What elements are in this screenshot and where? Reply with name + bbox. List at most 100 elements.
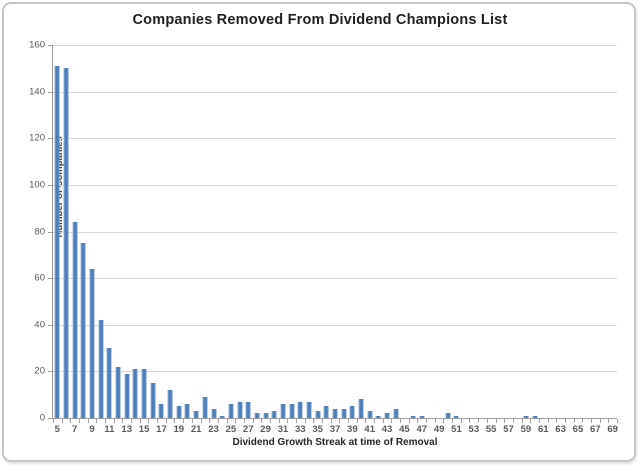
x-tick-mark — [53, 419, 54, 423]
bar-streak-29 — [263, 413, 269, 418]
bar-streak-12 — [115, 366, 121, 418]
x-tick-mark — [556, 419, 558, 423]
x-tick-label-33: 33 — [294, 424, 306, 435]
x-tick-mark — [304, 419, 306, 423]
x-tick-label-53: 53 — [468, 424, 480, 435]
x-tick-mark — [608, 419, 610, 423]
x-tick-mark — [504, 419, 506, 423]
x-tick-mark — [269, 419, 271, 423]
x-tick-mark — [79, 419, 81, 423]
bar-streak-14 — [132, 369, 138, 418]
x-tick-label-19: 19 — [173, 424, 185, 435]
x-tick-label-7: 7 — [72, 424, 78, 435]
bar-streak-37 — [332, 408, 338, 418]
bar-streak-30 — [271, 411, 277, 418]
bar-streak-21 — [193, 411, 199, 418]
x-tick-mark — [521, 419, 523, 423]
bar-streak-23 — [211, 408, 217, 418]
x-tick-mark — [443, 419, 445, 423]
gridline-y-20 — [53, 371, 617, 373]
x-tick-mark — [573, 419, 575, 423]
x-tick-label-43: 43 — [381, 424, 393, 435]
x-tick-mark — [478, 419, 480, 423]
bar-streak-20 — [184, 404, 190, 418]
bar-streak-5 — [54, 65, 60, 418]
x-tick-mark — [278, 419, 280, 423]
x-tick-label-55: 55 — [485, 424, 497, 435]
x-tick-mark — [460, 419, 462, 423]
x-tick-mark — [139, 419, 141, 423]
x-tick-mark — [495, 419, 497, 423]
x-tick-mark — [400, 419, 402, 423]
x-tick-mark — [157, 419, 159, 423]
x-tick-label-51: 51 — [451, 424, 462, 435]
x-tick-mark — [131, 419, 133, 423]
x-tick-mark — [70, 419, 72, 423]
bar-streak-44 — [393, 408, 399, 418]
y-tick-mark — [48, 278, 52, 280]
x-tick-mark — [374, 419, 376, 423]
x-axis-title: Dividend Growth Streak at time of Remova… — [232, 437, 438, 448]
x-tick-mark — [365, 419, 367, 423]
y-tick-mark — [48, 138, 52, 140]
x-tick-label-39: 39 — [347, 424, 358, 435]
x-tick-mark — [96, 419, 98, 423]
x-tick-mark — [530, 419, 532, 423]
gridline-y-60 — [53, 278, 617, 280]
x-tick-mark — [321, 419, 323, 423]
bar-streak-15 — [141, 369, 147, 418]
x-tick-mark — [408, 419, 410, 423]
bar-streak-25 — [228, 404, 234, 418]
x-tick-mark — [486, 419, 488, 423]
y-tick-mark — [48, 45, 52, 46]
x-tick-label-31: 31 — [277, 424, 289, 435]
x-tick-mark — [148, 419, 150, 423]
x-tick-mark — [287, 419, 289, 423]
x-tick-label-11: 11 — [104, 424, 115, 435]
x-tick-mark — [434, 419, 436, 423]
x-tick-mark — [617, 419, 618, 423]
bar-streak-28 — [254, 413, 260, 418]
x-tick-mark — [339, 419, 341, 423]
x-tick-label-41: 41 — [364, 424, 375, 435]
bar-streak-47 — [419, 415, 425, 418]
x-tick-mark — [61, 419, 63, 423]
x-tick-mark — [330, 419, 332, 423]
y-tick-mark — [48, 231, 52, 233]
x-tick-mark — [261, 419, 263, 423]
y-tick-label-80: 80 — [34, 226, 45, 237]
bar-streak-11 — [106, 348, 112, 418]
y-tick-label-20: 20 — [34, 365, 45, 377]
y-tick-mark — [48, 418, 52, 419]
y-tick-mark — [48, 91, 52, 93]
gridline-y-140 — [53, 91, 617, 93]
x-tick-label-45: 45 — [399, 424, 410, 435]
bar-streak-50 — [445, 413, 451, 418]
x-tick-label-47: 47 — [416, 424, 428, 435]
y-tick-label-100: 100 — [29, 179, 45, 191]
y-axis-line — [52, 45, 53, 419]
y-tick-mark — [48, 371, 52, 373]
x-tick-label-69: 69 — [607, 424, 618, 435]
gridline-y-160 — [53, 45, 617, 46]
y-tick-label-0: 0 — [39, 412, 45, 424]
y-tick-label-160: 160 — [29, 39, 45, 51]
x-tick-label-27: 27 — [242, 424, 254, 435]
x-tick-mark — [165, 419, 167, 423]
y-tick-mark — [48, 324, 52, 326]
x-tick-label-63: 63 — [555, 424, 566, 435]
bar-streak-9 — [89, 268, 95, 418]
x-tick-label-25: 25 — [225, 424, 237, 435]
bar-streak-7 — [72, 222, 78, 418]
x-tick-label-15: 15 — [138, 424, 150, 435]
x-tick-mark — [582, 419, 584, 423]
x-tick-mark — [590, 419, 592, 423]
bar-streak-38 — [341, 408, 347, 418]
plot-area: 0 20 40 60 80 100 120 140 160 5 7 9 11 13 15 17 19 21 23 25… — [29, 40, 618, 435]
x-tick-mark — [599, 419, 601, 423]
x-tick-mark — [382, 419, 384, 423]
y-tick-label-120: 120 — [29, 132, 45, 144]
x-tick-label-13: 13 — [121, 424, 133, 435]
x-tick-mark — [226, 419, 228, 423]
